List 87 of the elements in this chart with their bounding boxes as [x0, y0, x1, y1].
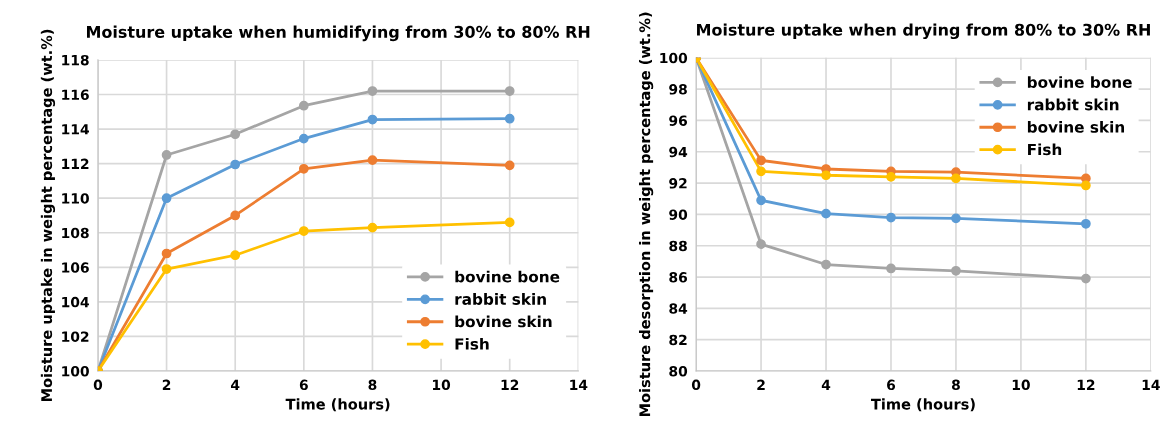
y-tick-label: 80	[669, 365, 688, 377]
y-tick-label: 92	[669, 178, 687, 189]
point	[367, 86, 378, 96]
point	[161, 150, 172, 160]
point	[504, 86, 515, 96]
point	[161, 264, 172, 274]
x-tick-label: 12	[1077, 379, 1095, 390]
point	[886, 263, 896, 274]
point	[230, 159, 241, 170]
point	[298, 133, 309, 144]
x-tick-label: 0	[691, 379, 701, 391]
x-tick-label: 6	[299, 379, 308, 391]
x-tick-label: 12	[501, 379, 519, 390]
y-tick-label: 108	[62, 227, 89, 239]
point	[756, 155, 766, 166]
y-tick-label: 94	[669, 146, 688, 158]
y-tick-label: 100	[660, 52, 688, 64]
y-tick-label: 88	[669, 240, 687, 252]
point	[951, 265, 961, 276]
point	[821, 259, 831, 270]
point	[230, 250, 241, 261]
legend-label: rabbit skin	[455, 293, 546, 305]
point	[756, 195, 766, 206]
x-tick-label: 8	[951, 379, 960, 391]
point	[504, 160, 515, 171]
x-axis-title: Time (hours)	[870, 398, 975, 412]
x-tick-label: 2	[162, 379, 171, 390]
y-axis-title: Moisture uptake in weight percentage (wt.%)	[40, 29, 56, 402]
point	[1081, 273, 1091, 284]
point	[821, 170, 831, 181]
x-tick-label: 2	[757, 379, 765, 390]
x-axis-title: Time (hours)	[285, 398, 390, 412]
x-tick-label: 14	[570, 379, 588, 390]
y-tick-label: 100	[62, 365, 89, 377]
y-tick-label: 90	[669, 209, 688, 220]
point	[1081, 218, 1091, 229]
y-tick-label: 112	[62, 158, 89, 169]
y-tick-label: 98	[669, 84, 687, 95]
point	[504, 217, 515, 228]
point	[886, 171, 896, 182]
point	[161, 248, 172, 259]
y-tick-label: 110	[62, 193, 89, 204]
point	[367, 222, 378, 233]
legend-label: bovine skin	[455, 315, 552, 328]
point	[298, 163, 309, 174]
point	[886, 212, 896, 223]
y-tick-label: 114	[62, 124, 89, 135]
y-tick-label: 86	[669, 272, 688, 283]
x-tick-label: 0	[93, 379, 103, 391]
point	[756, 239, 766, 250]
chart-title: Moisture uptake when drying from 80% to 30% RH	[697, 23, 1150, 40]
point	[161, 193, 172, 204]
legend-label: Fish	[455, 337, 489, 350]
y-tick-label: 104	[62, 296, 89, 308]
point	[367, 114, 378, 125]
x-tick-label: 10	[1012, 379, 1030, 391]
point	[951, 213, 961, 224]
point	[367, 155, 378, 166]
chart-title: Moisture uptake when humidifying from 30% to 80% RH	[87, 25, 590, 42]
y-tick-label: 118	[62, 54, 89, 66]
point	[821, 208, 831, 219]
x-tick-label: 8	[368, 379, 377, 391]
point	[298, 100, 309, 111]
x-tick-label: 4	[821, 379, 831, 390]
legend-label: bovine bone	[455, 270, 560, 283]
point	[951, 173, 961, 184]
point	[1081, 180, 1091, 191]
y-tick-label: 84	[669, 303, 688, 314]
legend-label: bovine skin	[1027, 120, 1125, 133]
point	[230, 129, 241, 140]
y-tick-label: 106	[62, 262, 89, 273]
legend-label: Fish	[1028, 143, 1062, 156]
y-tick-label: 96	[669, 115, 688, 126]
point	[298, 226, 309, 236]
legend-label: rabbit skin	[1027, 98, 1119, 111]
y-axis-title: Moisture desorption in weight percentage (wt.%)	[638, 12, 654, 417]
x-tick-label: 6	[887, 379, 896, 391]
x-tick-label: 4	[230, 379, 240, 390]
y-tick-label: 116	[62, 89, 89, 100]
point	[230, 210, 241, 221]
legend-label: bovine bone	[1027, 76, 1132, 88]
point	[504, 113, 515, 124]
y-tick-label: 82	[669, 334, 687, 346]
y-tick-label: 102	[62, 331, 89, 342]
x-tick-label: 10	[432, 379, 451, 391]
point	[756, 166, 766, 177]
x-tick-label: 14	[1142, 379, 1160, 390]
